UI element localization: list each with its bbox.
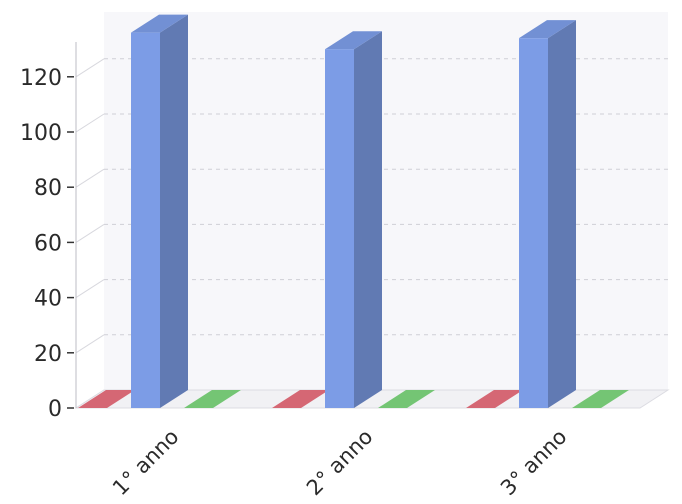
x-tick-label: 3° anno [496, 425, 572, 501]
bar-top [325, 31, 382, 50]
bar-top [378, 390, 435, 408]
gridline-side [75, 168, 105, 188]
x-tick-label: 1° anno [108, 425, 184, 501]
bar-top [572, 390, 629, 408]
y-tick-label: 80 [34, 176, 62, 201]
y-tick-label: 120 [20, 66, 62, 91]
bar [184, 390, 241, 408]
bar-top [131, 14, 188, 33]
y-tick-label: 100 [20, 121, 62, 146]
bar-front [325, 49, 354, 408]
y-tick-label: 20 [34, 342, 62, 367]
bar [378, 390, 435, 408]
y-tick-label: 40 [34, 287, 62, 312]
y-axis: 0 20 40 60 80 100 120 [20, 42, 77, 422]
gridline-side [75, 113, 105, 133]
gridline-side [75, 279, 105, 299]
x-axis: 1° anno 2° anno 3° anno [108, 425, 572, 501]
bar-side [160, 14, 188, 408]
bar [131, 14, 188, 408]
plot-back-wall [104, 12, 668, 390]
bar [519, 20, 576, 408]
gridline-side [75, 223, 105, 243]
bar-top [184, 390, 241, 408]
bar [78, 390, 135, 408]
bar-side [354, 31, 382, 408]
y-tick-label: 60 [34, 231, 62, 256]
bar-top [466, 390, 523, 408]
y-tick-label: 0 [48, 397, 62, 422]
bar [325, 31, 382, 408]
bar [272, 390, 329, 408]
bar-top [519, 20, 576, 39]
bar-front [131, 32, 160, 408]
x-tick-label: 2° anno [302, 425, 378, 501]
bar-top [78, 390, 135, 408]
bar [466, 390, 523, 408]
chart-bars [78, 14, 629, 408]
bar-front [519, 38, 548, 408]
gridline-side [75, 58, 105, 78]
bar-top [272, 390, 329, 408]
bar-side [548, 20, 576, 408]
bar [572, 390, 629, 408]
gridline-side [75, 334, 105, 354]
